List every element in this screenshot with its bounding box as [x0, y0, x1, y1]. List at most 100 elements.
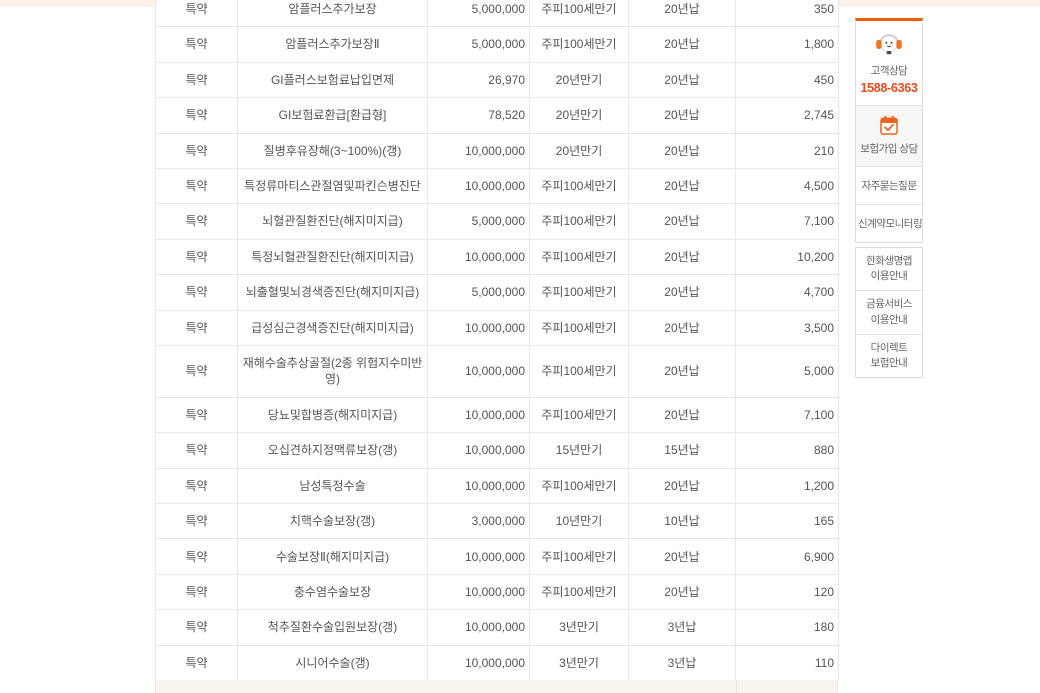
rider-name-cell: 당뇨및합병증(해지미지급)	[237, 396, 428, 434]
rider-type-cell: 특약	[155, 203, 238, 240]
rider-type-cell: 특약	[155, 609, 238, 646]
payment-period-cell: 15년납	[628, 432, 736, 469]
rider-name-cell: 특정류마티스관절염및파킨슨병진단	[237, 167, 428, 205]
rider-name-cell: 충수염수술보장	[237, 573, 428, 611]
rider-type-cell: 특약	[155, 644, 238, 682]
rider-name-cell: 남성특정수술	[237, 467, 428, 505]
sidebar-item-monitoring-label: 신계약모니터링	[858, 218, 923, 230]
rider-name-cell: 뇌혈관질환진단(해지미지급)	[237, 203, 428, 240]
coverage-amount-cell: 5,000,000	[427, 0, 530, 28]
customer-service-section[interactable]: 고객상담 1588-6363	[856, 21, 922, 105]
sidebar-item-faq[interactable]: 자주묻는질문	[856, 166, 922, 204]
rider-name-cell: 질병후유장해(3~100%)(갱)	[237, 132, 428, 169]
guide-item-line1: 한화생명앱	[866, 255, 912, 267]
sidebar-item-consult-label: 보험가입 상담	[860, 143, 918, 155]
rider-type-cell: 특약	[155, 573, 238, 611]
maturity-term-cell: 3년만기	[529, 644, 629, 682]
coverage-amount-cell: 10,000,000	[427, 309, 530, 346]
premium-cell: 4,700	[735, 274, 839, 311]
rider-type-cell: 특약	[155, 61, 238, 99]
payment-period-cell: 20년납	[628, 203, 736, 240]
maturity-term-cell: 주피100세만기	[529, 467, 629, 505]
coverage-amount-cell: 10,000,000	[427, 344, 530, 398]
maturity-term-cell: 주피100세만기	[529, 26, 629, 63]
sidebar-item-hanwha-app-guide[interactable]: 한화생명앱 이용안내	[856, 248, 922, 290]
rider-type-cell: 특약	[155, 167, 238, 205]
sidebar-item-financial-service-guide[interactable]: 금융서비스 이용안내	[856, 290, 922, 333]
coverage-amount-cell: 5,000,000	[427, 26, 530, 63]
premium-cell: 2,745	[735, 97, 839, 134]
sidebar-item-consult[interactable]: 보험가입 상담	[856, 105, 922, 166]
rider-type-cell: 특약	[155, 344, 238, 398]
maturity-term-cell: 20년만기	[529, 97, 629, 134]
sidebar-item-monitoring[interactable]: 신계약모니터링	[856, 204, 923, 242]
table-row: 특약 시니어수술(갱) 10,000,000 3년만기 3년납 110	[155, 644, 839, 682]
table-row: 특약 특정뇌혈관질환진단(해지미지급) 10,000,000 주피100세만기 20년납…	[155, 238, 839, 276]
customer-service-phone[interactable]: 1588-6363	[860, 81, 918, 95]
rider-type-cell: 특약	[155, 309, 238, 346]
rider-type-cell: 특약	[155, 503, 238, 540]
rider-type-cell: 특약	[155, 467, 238, 505]
table-row: 특약 특정류마티스관절염및파킨슨병진단 10,000,000 주피100세만기 20년납…	[155, 167, 839, 205]
maturity-term-cell: 주피100세만기	[529, 396, 629, 434]
rider-name-cell: 수술보장Ⅱ(해지미지급)	[237, 538, 428, 575]
maturity-term-cell: 주피100세만기	[529, 167, 629, 205]
payment-period-cell: 20년납	[628, 61, 736, 99]
payment-period-cell: 20년납	[628, 344, 736, 398]
coverage-amount-cell: 10,000,000	[427, 467, 530, 505]
maturity-term-cell: 주피100세만기	[529, 344, 629, 398]
maturity-term-cell: 주피100세만기	[529, 238, 629, 276]
premium-cell: 110	[735, 644, 839, 682]
coverage-amount-cell: 5,000,000	[427, 203, 530, 240]
premium-cell: 4,500	[735, 167, 839, 205]
rider-name-cell: 특정뇌혈관질환진단(해지미지급)	[237, 238, 428, 276]
rider-type-cell: 특약	[155, 0, 238, 28]
rider-name-cell: 암플러스추가보장Ⅱ	[237, 26, 428, 63]
rider-name-cell: 뇌출혈및뇌경색증진단(해지미지급)	[237, 274, 428, 311]
rider-name-cell: 오십견하지정맥류보장(갱)	[237, 432, 428, 469]
rider-name-cell: 시니어수술(갱)	[237, 644, 428, 682]
premium-cell: 6,900	[735, 538, 839, 575]
rider-name-cell: 치핵수술보장(갱)	[237, 503, 428, 540]
payment-period-cell: 20년납	[628, 573, 736, 611]
table-row: 특약 질병후유장해(3~100%)(갱) 10,000,000 20년만기 20년납 21…	[155, 132, 839, 169]
sidebar-item-faq-label: 자주묻는질문	[861, 180, 917, 192]
coverage-amount-cell: 5,000,000	[427, 274, 530, 311]
coverage-amount-cell: 10,000,000	[427, 238, 530, 276]
coverage-amount-cell: 78,520	[427, 97, 530, 134]
payment-period-cell: 3년납	[628, 609, 736, 646]
coverage-amount-cell: 10,000,000	[427, 396, 530, 434]
coverage-amount-cell: 10,000,000	[427, 644, 530, 682]
payment-period-cell: 20년납	[628, 132, 736, 169]
payment-period-cell: 20년납	[628, 467, 736, 505]
guide-item-line2: 이용안내	[870, 313, 908, 326]
rider-premium-table: 특약 암플러스추가보장 5,000,000 주피100세만기 20년납 350 특약 암플러스…	[155, 0, 839, 682]
rider-name-cell: 암플러스추가보장	[237, 0, 428, 28]
rider-name-cell: 급성심근경색증진단(해지미지급)	[237, 309, 428, 346]
premium-cell: 450	[735, 61, 839, 99]
guide-item-line2: 이용안내	[870, 270, 908, 283]
summary-row-column-divider	[736, 680, 737, 693]
rider-type-cell: 특약	[155, 26, 238, 63]
payment-period-cell: 20년납	[628, 538, 736, 575]
calendar-check-icon	[880, 115, 898, 135]
payment-period-cell: 3년납	[628, 644, 736, 682]
guide-menu-box: 한화생명앱 이용안내 금융서비스 이용안내 다이렉트 보험안내	[855, 247, 923, 379]
maturity-term-cell: 15년만기	[529, 432, 629, 469]
table-row: 특약 척추질환수술입원보장(갱) 10,000,000 3년만기 3년납 180	[155, 609, 839, 646]
coverage-amount-cell: 10,000,000	[427, 609, 530, 646]
rider-name-cell: 재해수술추상골절(2종 위험지수미반영)	[237, 344, 428, 398]
coverage-amount-cell: 26,970	[427, 61, 530, 99]
sidebar-item-direct-insurance-guide[interactable]: 다이렉트 보험안내	[856, 333, 922, 377]
table-row: 특약 오십견하지정맥류보장(갱) 10,000,000 15년만기 15년납 880	[155, 432, 839, 469]
guide-item-line1: 다이렉트	[870, 341, 908, 354]
premium-cell: 165	[735, 503, 839, 540]
payment-period-cell: 20년납	[628, 26, 736, 63]
payment-period-cell: 20년납	[628, 396, 736, 434]
coverage-amount-cell: 10,000,000	[427, 167, 530, 205]
customer-service-label: 고객상담	[870, 65, 908, 77]
rider-type-cell: 특약	[155, 132, 238, 169]
maturity-term-cell: 주피100세만기	[529, 573, 629, 611]
rider-type-cell: 특약	[155, 274, 238, 311]
coverage-amount-cell: 10,000,000	[427, 432, 530, 469]
